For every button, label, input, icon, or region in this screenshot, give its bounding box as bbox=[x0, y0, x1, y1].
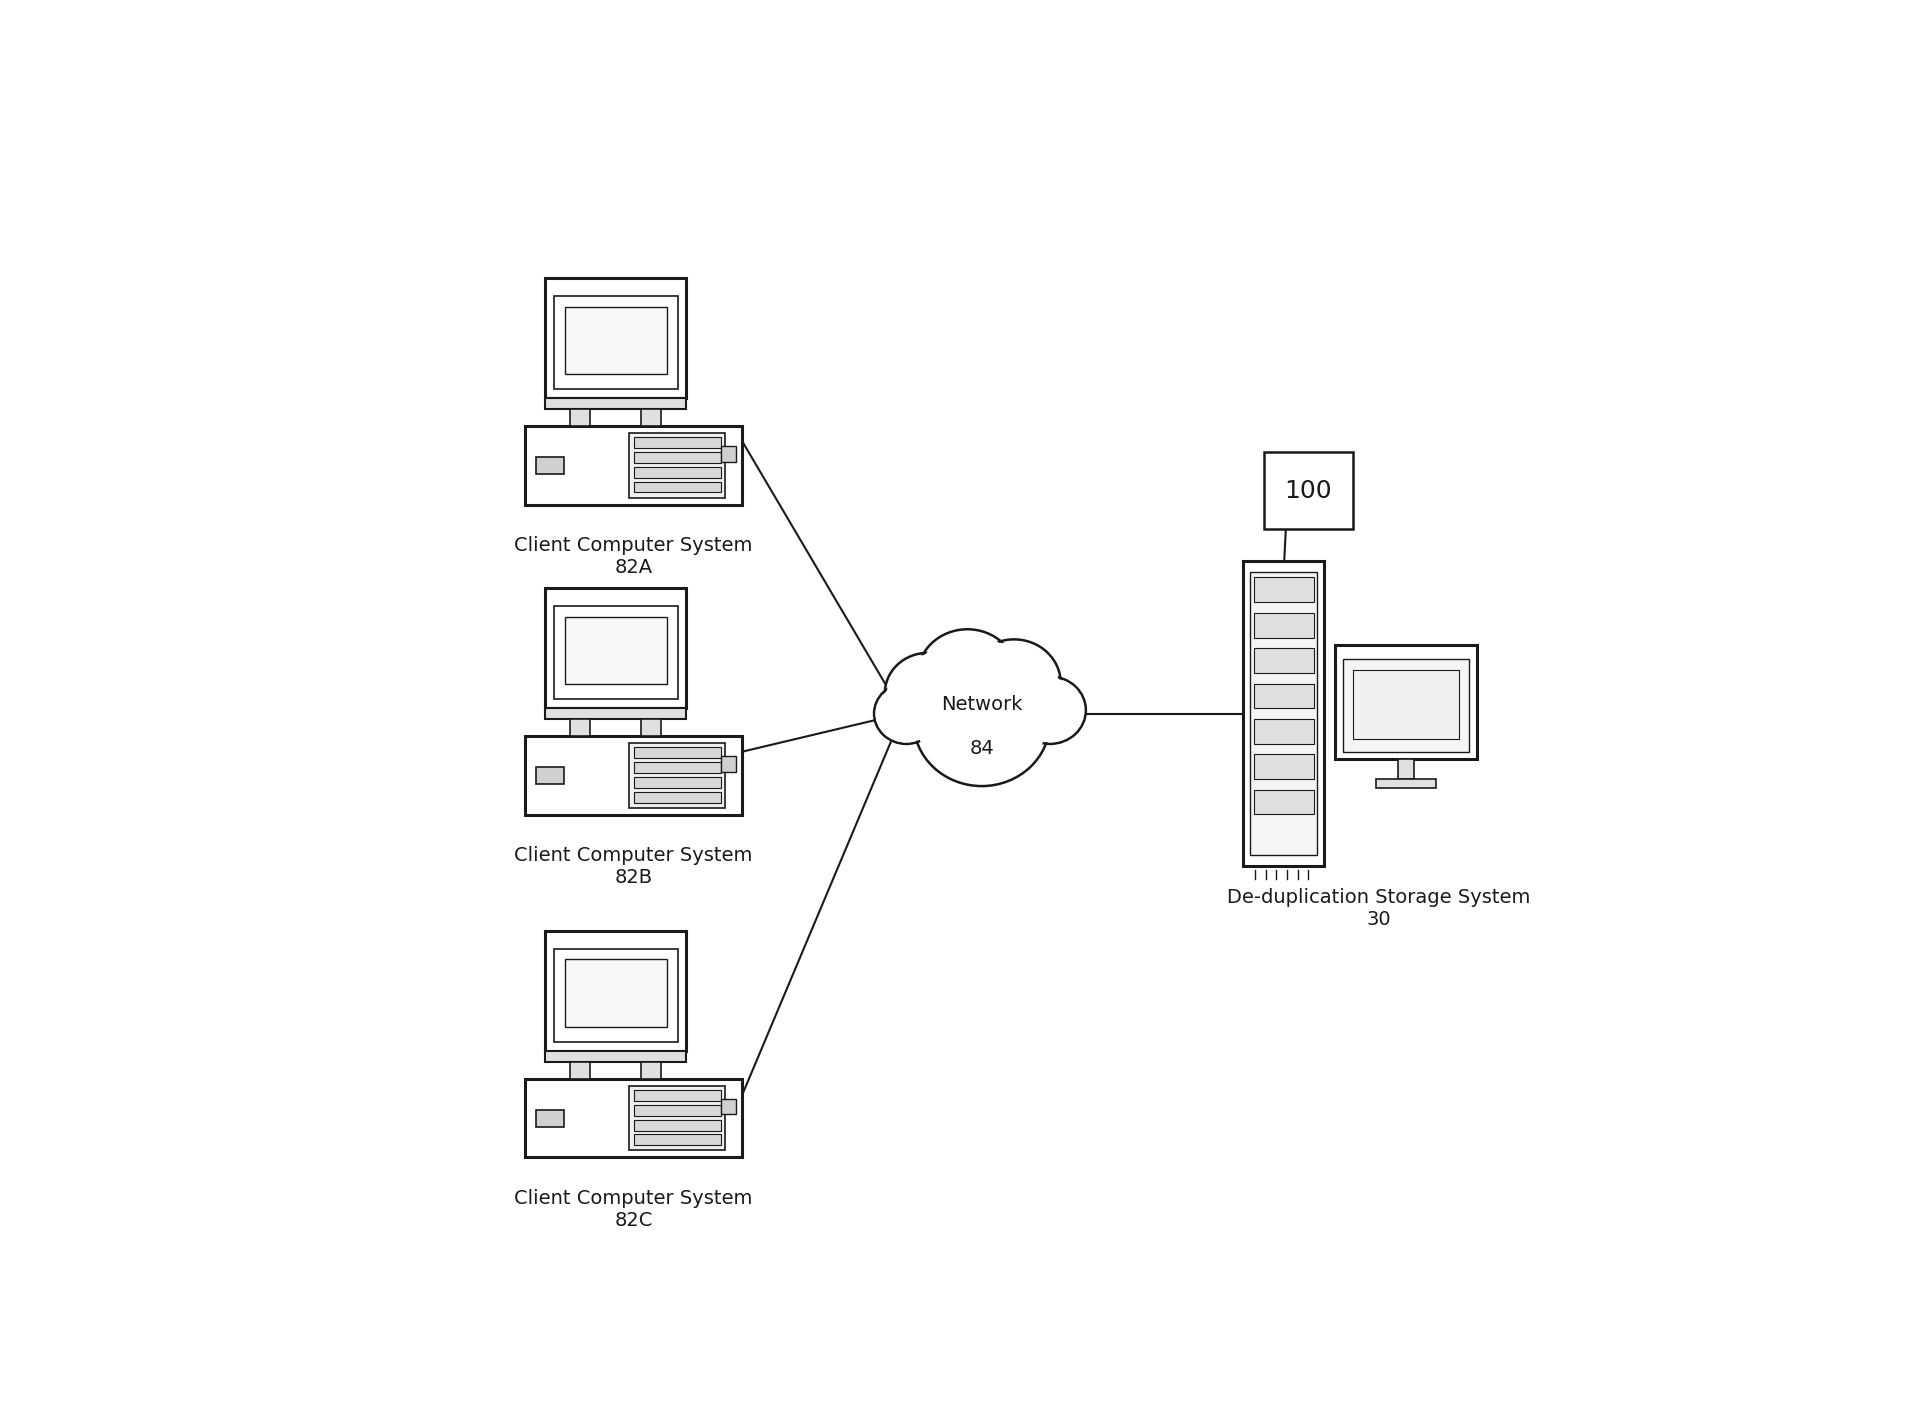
FancyBboxPatch shape bbox=[1253, 755, 1314, 779]
FancyBboxPatch shape bbox=[545, 278, 686, 398]
FancyBboxPatch shape bbox=[634, 747, 720, 759]
Ellipse shape bbox=[916, 661, 1046, 783]
Ellipse shape bbox=[874, 684, 939, 743]
FancyBboxPatch shape bbox=[629, 743, 726, 808]
FancyBboxPatch shape bbox=[634, 466, 720, 478]
FancyBboxPatch shape bbox=[524, 427, 743, 504]
FancyBboxPatch shape bbox=[720, 1099, 735, 1115]
FancyBboxPatch shape bbox=[634, 791, 720, 803]
FancyBboxPatch shape bbox=[564, 959, 667, 1027]
Ellipse shape bbox=[884, 653, 972, 733]
FancyBboxPatch shape bbox=[1375, 779, 1436, 787]
Ellipse shape bbox=[1013, 677, 1086, 743]
Ellipse shape bbox=[920, 632, 1015, 721]
FancyBboxPatch shape bbox=[642, 408, 661, 427]
FancyBboxPatch shape bbox=[545, 398, 686, 408]
Text: 100: 100 bbox=[1284, 479, 1332, 503]
Ellipse shape bbox=[888, 654, 970, 732]
FancyBboxPatch shape bbox=[554, 948, 678, 1043]
Text: De-duplication Storage System
30: De-duplication Storage System 30 bbox=[1227, 887, 1530, 928]
FancyBboxPatch shape bbox=[1335, 644, 1476, 759]
FancyBboxPatch shape bbox=[1253, 719, 1314, 743]
FancyBboxPatch shape bbox=[642, 1061, 661, 1080]
FancyBboxPatch shape bbox=[570, 408, 591, 427]
Ellipse shape bbox=[1015, 678, 1084, 742]
FancyBboxPatch shape bbox=[524, 1080, 743, 1157]
FancyBboxPatch shape bbox=[1253, 790, 1314, 814]
Text: Client Computer System
82B: Client Computer System 82B bbox=[514, 846, 752, 887]
FancyBboxPatch shape bbox=[634, 762, 720, 773]
FancyBboxPatch shape bbox=[634, 437, 720, 448]
Ellipse shape bbox=[876, 685, 937, 742]
Ellipse shape bbox=[914, 658, 1050, 786]
FancyBboxPatch shape bbox=[570, 1061, 591, 1080]
Text: 84: 84 bbox=[970, 739, 994, 757]
FancyBboxPatch shape bbox=[545, 708, 686, 719]
FancyBboxPatch shape bbox=[1253, 649, 1314, 673]
FancyBboxPatch shape bbox=[634, 1135, 720, 1146]
FancyBboxPatch shape bbox=[720, 756, 735, 771]
FancyBboxPatch shape bbox=[634, 482, 720, 493]
FancyBboxPatch shape bbox=[535, 456, 564, 475]
Ellipse shape bbox=[968, 639, 1061, 728]
FancyBboxPatch shape bbox=[535, 767, 564, 784]
FancyBboxPatch shape bbox=[1242, 561, 1324, 866]
Ellipse shape bbox=[970, 642, 1059, 725]
FancyBboxPatch shape bbox=[1353, 670, 1459, 739]
FancyBboxPatch shape bbox=[554, 295, 678, 390]
FancyBboxPatch shape bbox=[545, 931, 686, 1051]
FancyBboxPatch shape bbox=[642, 719, 661, 736]
Text: Client Computer System
82A: Client Computer System 82A bbox=[514, 536, 752, 578]
FancyBboxPatch shape bbox=[1250, 572, 1316, 855]
FancyBboxPatch shape bbox=[634, 1119, 720, 1130]
FancyBboxPatch shape bbox=[1263, 452, 1353, 528]
FancyBboxPatch shape bbox=[629, 434, 726, 497]
Text: Network: Network bbox=[941, 695, 1023, 715]
Ellipse shape bbox=[916, 629, 1017, 723]
FancyBboxPatch shape bbox=[634, 452, 720, 463]
FancyBboxPatch shape bbox=[524, 736, 743, 815]
FancyBboxPatch shape bbox=[629, 1087, 726, 1150]
Text: Client Computer System
82C: Client Computer System 82C bbox=[514, 1188, 752, 1231]
FancyBboxPatch shape bbox=[720, 447, 735, 462]
FancyBboxPatch shape bbox=[1253, 613, 1314, 637]
FancyBboxPatch shape bbox=[1253, 578, 1314, 602]
FancyBboxPatch shape bbox=[535, 1109, 564, 1128]
FancyBboxPatch shape bbox=[634, 777, 720, 788]
FancyBboxPatch shape bbox=[545, 1051, 686, 1061]
FancyBboxPatch shape bbox=[634, 1105, 720, 1116]
FancyBboxPatch shape bbox=[1343, 658, 1469, 752]
FancyBboxPatch shape bbox=[545, 588, 686, 708]
FancyBboxPatch shape bbox=[634, 1089, 720, 1101]
FancyBboxPatch shape bbox=[564, 616, 667, 684]
FancyBboxPatch shape bbox=[1253, 684, 1314, 708]
FancyBboxPatch shape bbox=[554, 606, 678, 699]
FancyBboxPatch shape bbox=[564, 307, 667, 374]
FancyBboxPatch shape bbox=[1398, 759, 1414, 779]
FancyBboxPatch shape bbox=[570, 719, 591, 736]
